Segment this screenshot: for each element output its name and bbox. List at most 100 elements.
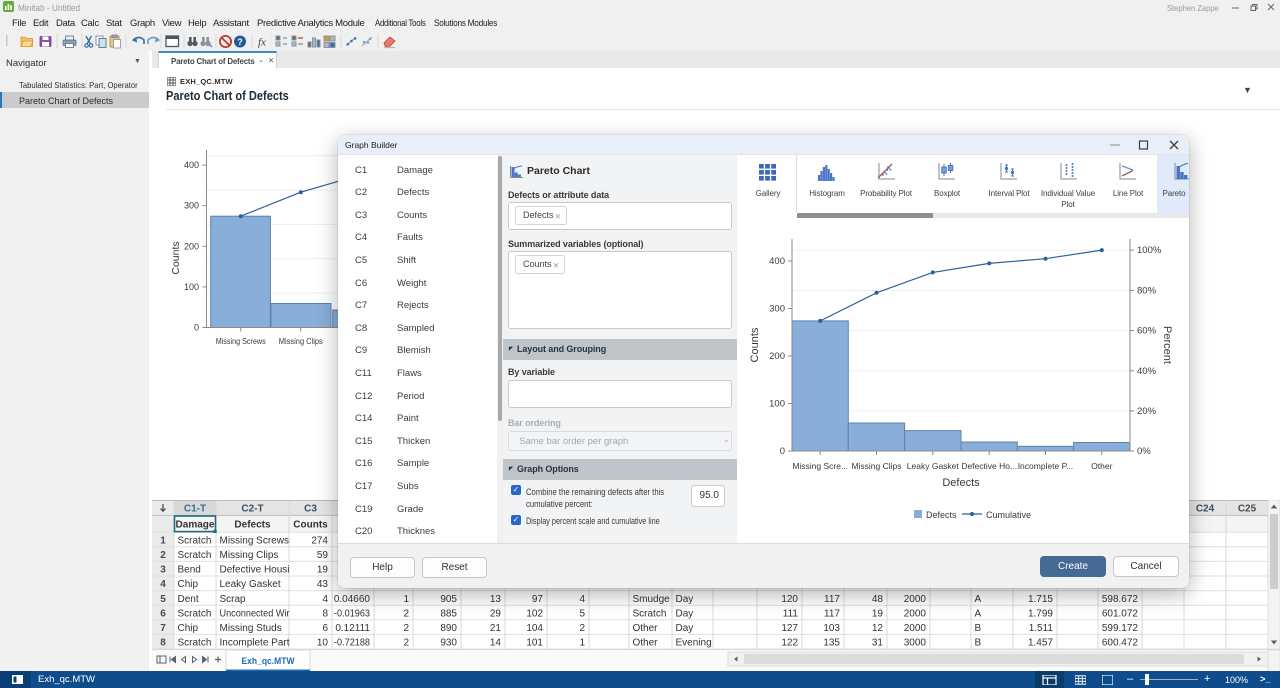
svg-text:19: 19 [872, 608, 884, 619]
svg-text:-0.01963: -0.01963 [334, 608, 370, 619]
svg-text:598.672: 598.672 [1102, 594, 1139, 605]
svg-text:3000: 3000 [904, 638, 927, 649]
svg-text:1: 1 [403, 594, 409, 605]
svg-text:43: 43 [317, 579, 329, 590]
svg-text:C25: C25 [1238, 504, 1257, 515]
svg-text:Missing Screws: Missing Screws [220, 535, 289, 546]
svg-text:400: 400 [769, 256, 785, 267]
svg-text:Counts: Counts [749, 327, 761, 362]
svg-text:1: 1 [160, 535, 166, 546]
svg-text:0%: 0% [1137, 446, 1151, 457]
svg-text:3: 3 [160, 565, 166, 576]
svg-text:Scratch: Scratch [178, 608, 212, 619]
svg-text:Other: Other [633, 623, 659, 634]
svg-text:21: 21 [490, 623, 502, 634]
svg-text:Evening: Evening [676, 638, 712, 649]
svg-text:40%: 40% [1137, 366, 1157, 377]
svg-text:Leaky Gasket: Leaky Gasket [907, 461, 960, 471]
svg-text:599.172: 599.172 [1102, 623, 1139, 634]
svg-text:Cumulative: Cumulative [986, 510, 1031, 520]
svg-text:Counts: Counts [170, 241, 182, 274]
svg-text:19: 19 [317, 565, 329, 576]
svg-text:10: 10 [317, 638, 329, 649]
svg-text:1.457: 1.457 [1028, 638, 1053, 649]
svg-text:4: 4 [160, 579, 166, 590]
svg-text:1: 1 [579, 638, 585, 649]
svg-text:Dent: Dent [178, 594, 199, 605]
svg-text:Bend: Bend [178, 565, 201, 576]
svg-text:A: A [975, 594, 982, 605]
svg-text:C24: C24 [1196, 504, 1215, 515]
svg-text:Missing Clips: Missing Clips [279, 336, 323, 346]
svg-text:13: 13 [490, 594, 502, 605]
svg-text:Chip: Chip [178, 579, 199, 590]
svg-text:97: 97 [532, 594, 544, 605]
svg-text:Day: Day [676, 594, 694, 605]
svg-text:Missing Scre...: Missing Scre... [792, 461, 848, 471]
svg-text:905: 905 [440, 594, 457, 605]
svg-text:117: 117 [824, 594, 840, 605]
svg-text:135: 135 [823, 638, 840, 649]
svg-text:29: 29 [490, 608, 502, 619]
svg-text:Exh_qc.MTW: Exh_qc.MTW [242, 656, 295, 667]
svg-text:104: 104 [526, 623, 543, 634]
svg-text:2: 2 [403, 608, 409, 619]
svg-text:5: 5 [160, 594, 166, 605]
svg-text:C1-T: C1-T [184, 504, 206, 515]
svg-text:2000: 2000 [904, 608, 927, 619]
svg-text:Scratch: Scratch [633, 608, 667, 619]
svg-text:2: 2 [160, 550, 166, 561]
svg-text:80%: 80% [1137, 285, 1157, 296]
svg-text:101: 101 [526, 638, 543, 649]
svg-text:?: ? [237, 37, 243, 47]
svg-text:100: 100 [769, 399, 785, 410]
svg-text:Percent: Percent [1161, 326, 1173, 364]
svg-text:Scratch: Scratch [178, 550, 212, 561]
svg-text:59: 59 [317, 550, 329, 561]
svg-text:601.072: 601.072 [1102, 608, 1139, 619]
svg-text:103: 103 [823, 623, 840, 634]
svg-text:400: 400 [184, 160, 199, 170]
svg-text:1.715: 1.715 [1028, 594, 1053, 605]
svg-text:Scratch: Scratch [178, 535, 212, 546]
svg-text:7: 7 [160, 623, 166, 634]
svg-text:Defects: Defects [234, 520, 271, 531]
svg-text:Defective Housi: Defective Housi [220, 565, 290, 576]
svg-text:-0.72188: -0.72188 [334, 638, 370, 649]
svg-text:Missing Studs: Missing Studs [220, 623, 282, 634]
svg-text:Chip: Chip [178, 623, 199, 634]
svg-text:Defects: Defects [926, 510, 957, 520]
svg-text:Incomplete Part: Incomplete Part [220, 638, 290, 649]
svg-text:122: 122 [781, 638, 798, 649]
svg-text:930: 930 [440, 638, 457, 649]
svg-text:B: B [975, 638, 982, 649]
svg-text:4: 4 [579, 594, 585, 605]
svg-text:31: 31 [872, 638, 884, 649]
svg-text:0.12111: 0.12111 [335, 623, 370, 634]
svg-text:2000: 2000 [904, 594, 927, 605]
svg-text:117: 117 [824, 608, 840, 619]
svg-text:120: 120 [781, 594, 798, 605]
svg-text:5: 5 [579, 608, 585, 619]
svg-text:Incomplete P...: Incomplete P... [1018, 461, 1074, 471]
svg-text:Scrap: Scrap [220, 594, 247, 605]
svg-text:2000: 2000 [904, 623, 927, 634]
svg-text:Scratch: Scratch [178, 638, 212, 649]
svg-text:4: 4 [322, 594, 328, 605]
svg-text:111: 111 [783, 608, 799, 619]
svg-text:Missing Clips: Missing Clips [851, 461, 901, 471]
svg-text:2: 2 [403, 638, 409, 649]
svg-text:2: 2 [579, 623, 585, 634]
svg-text:600.472: 600.472 [1102, 638, 1139, 649]
svg-text:100: 100 [184, 282, 199, 292]
svg-text:Defects: Defects [942, 477, 980, 489]
svg-text:B: B [975, 623, 982, 634]
svg-text:1.799: 1.799 [1028, 608, 1053, 619]
svg-text:C2-T: C2-T [241, 504, 263, 515]
svg-text:Day: Day [676, 608, 694, 619]
svg-text:Smudge: Smudge [633, 594, 671, 605]
svg-text:8: 8 [160, 638, 166, 649]
svg-text:8: 8 [322, 608, 328, 619]
svg-text:6: 6 [160, 608, 166, 619]
svg-text:Other: Other [1091, 461, 1112, 471]
